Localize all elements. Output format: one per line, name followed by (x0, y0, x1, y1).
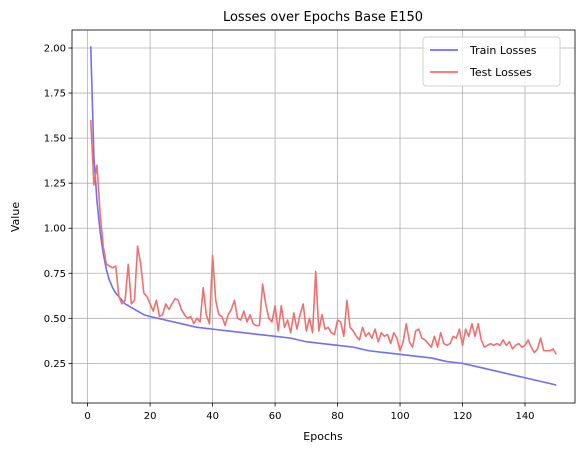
y-tick-label: 0.75 (44, 269, 66, 280)
x-tick-label: 140 (515, 411, 534, 422)
y-tick-label: 1.25 (44, 179, 66, 190)
legend-label-train: Train Losses (469, 44, 537, 57)
x-tick-label: 20 (144, 411, 157, 422)
y-tick-label: 1.50 (44, 134, 66, 145)
test-losses-line (89, 120, 557, 355)
x-tick-label: 0 (84, 411, 90, 422)
x-tick-label: 40 (206, 411, 219, 422)
train-losses-line (89, 46, 557, 386)
x-tick-label: 120 (453, 411, 472, 422)
legend-label-test: Test Losses (469, 66, 532, 79)
y-axis-ticks: 0.25 0.50 0.75 1.00 1.25 1.50 1.75 2.00 (44, 44, 72, 370)
x-tick-label: 80 (331, 411, 344, 422)
x-axis-label: Epochs (303, 430, 343, 443)
x-tick-label: 60 (269, 411, 282, 422)
y-tick-label: 0.25 (44, 359, 66, 370)
y-axis-label: Value (9, 202, 22, 232)
y-tick-label: 1.75 (44, 89, 66, 100)
y-tick-label: 1.00 (44, 224, 66, 235)
legend: Train Losses Test Losses (422, 36, 561, 87)
y-tick-label: 0.50 (44, 314, 66, 325)
series-layer (89, 46, 557, 386)
y-tick-label: 2.00 (44, 44, 66, 55)
chart-title: Losses over Epochs Base E150 (223, 10, 423, 25)
x-tick-label: 100 (390, 411, 409, 422)
plot-frame (71, 29, 576, 404)
x-axis-ticks: 0 20 40 60 80 100 120 140 (84, 403, 535, 422)
